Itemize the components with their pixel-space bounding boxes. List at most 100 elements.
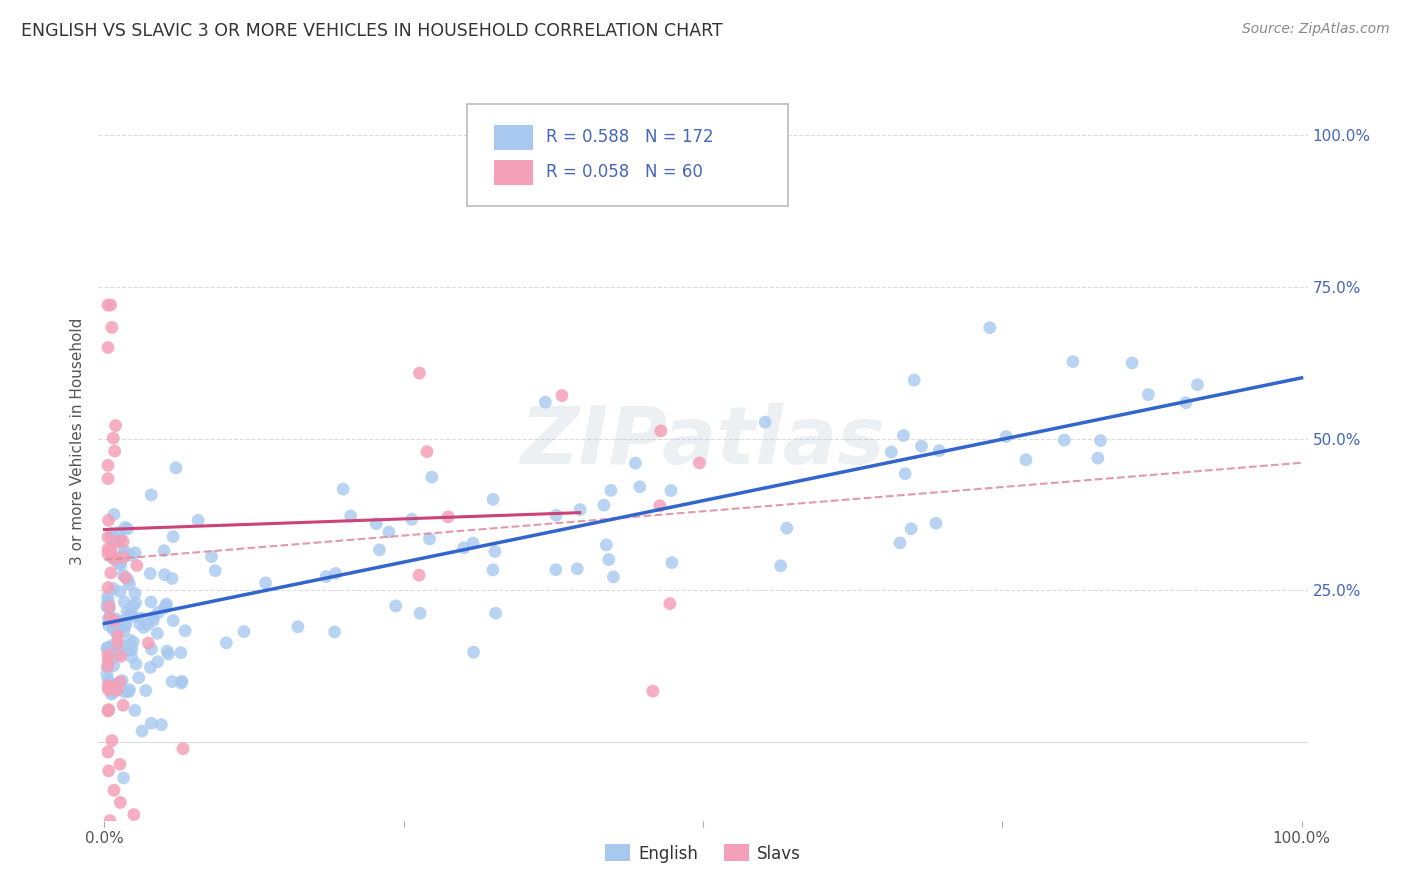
Point xyxy=(598,552,620,566)
Point xyxy=(595,538,617,552)
Point xyxy=(485,606,508,620)
Point xyxy=(107,627,129,641)
Point xyxy=(97,612,120,626)
Point xyxy=(120,607,142,622)
Point xyxy=(409,607,432,621)
Point xyxy=(650,424,672,438)
Point xyxy=(1015,452,1038,467)
Point xyxy=(624,456,647,470)
Point xyxy=(420,470,443,484)
Point xyxy=(132,620,155,634)
Point xyxy=(97,458,120,473)
Point xyxy=(112,534,135,549)
Point xyxy=(1087,451,1109,466)
Point xyxy=(437,509,460,524)
Point xyxy=(453,541,475,555)
Point xyxy=(103,614,125,628)
Point xyxy=(1090,434,1112,448)
Point xyxy=(138,636,160,650)
Point xyxy=(110,558,132,572)
Point xyxy=(880,445,903,459)
Point xyxy=(112,624,135,638)
Point xyxy=(131,724,153,739)
Point xyxy=(546,508,568,523)
Point xyxy=(97,547,120,561)
Point xyxy=(97,764,120,778)
Point xyxy=(117,522,139,536)
Point xyxy=(156,644,179,658)
Point xyxy=(170,674,193,689)
Point xyxy=(136,617,159,632)
Point xyxy=(160,571,183,585)
Point xyxy=(658,597,681,611)
Point xyxy=(103,431,125,445)
Point xyxy=(894,467,917,481)
Point xyxy=(900,522,922,536)
Point xyxy=(101,621,124,635)
Point xyxy=(101,685,124,699)
FancyBboxPatch shape xyxy=(494,125,533,150)
Point xyxy=(96,667,118,681)
Point xyxy=(170,646,193,660)
Point xyxy=(97,682,120,697)
Point xyxy=(122,807,145,822)
Point xyxy=(124,546,146,560)
Point xyxy=(1187,377,1209,392)
Point xyxy=(153,601,176,615)
Point xyxy=(96,594,118,608)
Point xyxy=(903,373,925,387)
Point xyxy=(689,456,711,470)
Point xyxy=(641,684,664,698)
Point xyxy=(165,461,187,475)
Point xyxy=(544,563,567,577)
Point xyxy=(104,612,127,626)
Legend: English, Slavs: English, Slavs xyxy=(599,838,807,869)
Point xyxy=(551,388,574,402)
Point xyxy=(103,582,125,596)
Point xyxy=(103,622,125,636)
Point xyxy=(97,298,120,312)
Point xyxy=(1121,356,1143,370)
Point xyxy=(97,640,120,655)
Point xyxy=(98,611,121,625)
Point xyxy=(118,577,141,591)
Point xyxy=(139,566,162,581)
Point xyxy=(100,531,122,545)
Point xyxy=(101,638,124,652)
Point xyxy=(141,716,163,731)
Point xyxy=(569,502,592,516)
Point xyxy=(96,660,118,674)
Point xyxy=(97,589,120,603)
Point xyxy=(97,513,120,527)
Point xyxy=(101,651,124,665)
Point xyxy=(893,428,915,442)
Point xyxy=(416,444,439,458)
Point xyxy=(97,530,120,544)
Point xyxy=(97,745,120,759)
Point xyxy=(628,480,651,494)
Point xyxy=(925,516,948,531)
Point xyxy=(98,814,121,828)
Point xyxy=(600,483,623,498)
Point xyxy=(776,521,799,535)
Point xyxy=(593,498,616,512)
Point xyxy=(979,320,1001,334)
Point xyxy=(233,624,256,639)
Point xyxy=(118,607,141,621)
Point xyxy=(107,629,129,643)
Point xyxy=(100,687,122,701)
Point xyxy=(142,610,165,624)
Text: ZIPatlas: ZIPatlas xyxy=(520,402,886,481)
Point xyxy=(172,741,194,756)
Point xyxy=(112,698,135,713)
Point xyxy=(121,642,143,657)
Point xyxy=(162,530,184,544)
Point xyxy=(97,702,120,716)
Point xyxy=(332,482,354,496)
Text: R = 0.588   N = 172: R = 0.588 N = 172 xyxy=(546,128,713,145)
Point xyxy=(122,599,145,614)
Point xyxy=(378,524,401,539)
Point xyxy=(97,679,120,693)
Point xyxy=(567,562,589,576)
Point xyxy=(124,596,146,610)
